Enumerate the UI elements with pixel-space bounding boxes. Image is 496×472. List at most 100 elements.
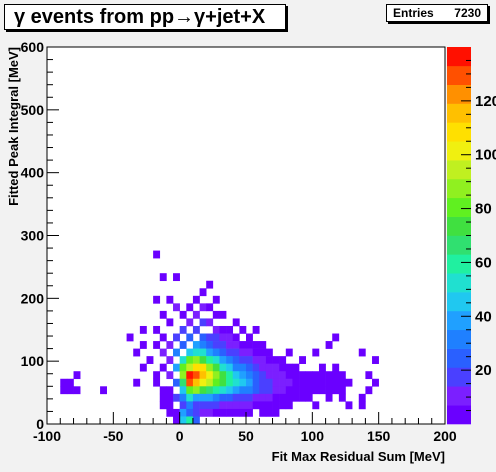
- heatmap-bin: [272, 371, 280, 380]
- heatmap-bin: [206, 401, 214, 410]
- heatmap-bin: [312, 348, 320, 357]
- heatmap-bin: [173, 333, 180, 342]
- heatmap-bin: [259, 348, 267, 357]
- heatmap-bin: [179, 378, 187, 387]
- heatmap-bin: [318, 363, 326, 372]
- heatmap-bin: [239, 408, 247, 417]
- y-tick-label: 300: [21, 228, 45, 244]
- heatmap-bin: [199, 356, 207, 364]
- heatmap-bin: [186, 408, 194, 417]
- heatmap-bin: [285, 371, 293, 380]
- heatmap-bin: [372, 356, 379, 364]
- heatmap-bin: [186, 363, 194, 372]
- heatmap-bin: [279, 393, 287, 402]
- heatmap-bin: [212, 325, 220, 334]
- x-tick-label: 100: [301, 428, 325, 444]
- heatmap-bin: [179, 401, 187, 410]
- palette-swatch: [447, 310, 471, 331]
- heatmap-bin: [232, 363, 240, 372]
- heatmap-bin: [199, 378, 207, 387]
- chart-title: γ events from pp→γ+jet+X: [4, 4, 286, 30]
- heatmap-bin: [139, 341, 147, 349]
- heatmap-bin: [133, 348, 141, 357]
- heatmap-bin: [173, 273, 180, 282]
- heatmap-bin: [272, 356, 280, 364]
- heatmap-bin: [179, 325, 187, 334]
- heatmap-bin: [318, 371, 326, 380]
- heatmap-bin: [246, 371, 253, 380]
- heatmap-bin: [312, 386, 320, 395]
- heatmap-bin: [153, 378, 161, 387]
- heatmap-bin: [285, 363, 293, 372]
- heatmap-bin: [239, 386, 247, 395]
- palette-swatch: [447, 329, 471, 349]
- heatmap-bin: [325, 386, 333, 395]
- heatmap-bin: [226, 408, 234, 417]
- heatmap-bin: [265, 378, 273, 387]
- heatmap-bin: [166, 318, 174, 327]
- chart-title-text: γ events from pp→γ+jet+X: [14, 5, 266, 28]
- heatmap-bin: [186, 416, 194, 425]
- palette-swatch: [447, 386, 471, 406]
- heatmap-bin: [73, 371, 81, 380]
- heatmap-bin: [226, 356, 234, 364]
- heatmap-bin: [232, 386, 240, 395]
- heatmap-bin: [173, 303, 180, 312]
- y-tick-label: 100: [21, 353, 45, 369]
- heatmap-bin: [219, 356, 227, 364]
- heatmap-bin: [272, 386, 280, 395]
- heatmap-bin: [199, 341, 207, 349]
- heatmap-bin: [159, 348, 167, 357]
- heatmap-bin: [192, 408, 200, 417]
- heatmap-bin: [173, 378, 180, 387]
- palette-swatch: [447, 292, 471, 312]
- heatmap-bin: [186, 401, 194, 410]
- heatmap-bin: [212, 310, 220, 319]
- heatmap-bin: [358, 393, 366, 402]
- heatmap-bin: [192, 325, 200, 334]
- heatmap-bin: [192, 371, 200, 380]
- heatmap-bin: [212, 393, 220, 402]
- heatmap-bin: [252, 356, 260, 364]
- heatmap-bin: [153, 341, 161, 349]
- heatmap-bin: [166, 295, 174, 304]
- heatmap-bin: [299, 371, 306, 380]
- heatmap-bin: [246, 393, 253, 402]
- heatmap-bin: [126, 333, 134, 342]
- heatmap-bin: [265, 401, 273, 410]
- heatmap-bin: [252, 348, 260, 357]
- heatmap-bin: [206, 356, 214, 364]
- heatmap-bin: [232, 348, 240, 357]
- heatmap-bin: [192, 356, 200, 364]
- heatmap-bin: [192, 378, 200, 387]
- x-tick-label: 0: [176, 428, 184, 444]
- heatmap-bin: [166, 408, 174, 417]
- heatmap-bin: [259, 386, 267, 395]
- heatmap-bin: [199, 408, 207, 417]
- heatmap-bin: [212, 401, 220, 410]
- heatmap-bin: [358, 401, 366, 410]
- heatmap-bin: [299, 386, 306, 395]
- heatmap-bin: [232, 378, 240, 387]
- heatmap-bin: [212, 348, 220, 357]
- y-axis-label: Fitted Peak Integral [MeV]: [6, 47, 21, 206]
- heatmap-bin: [325, 378, 333, 387]
- heatmap-bin: [365, 386, 373, 395]
- heatmap-bin: [318, 378, 326, 387]
- heatmap-bin: [239, 348, 247, 357]
- heatmap-bin: [305, 386, 313, 395]
- heatmap-bin: [279, 386, 287, 395]
- heatmap-bin: [299, 393, 306, 402]
- heatmap-bin: [246, 378, 253, 387]
- heatmap-bin: [292, 371, 300, 380]
- heatmap-bin: [312, 378, 320, 387]
- heatmap-bin: [179, 408, 187, 417]
- heatmap-bin: [226, 371, 234, 380]
- heatmap-bin: [179, 341, 187, 349]
- heatmap-bin: [252, 363, 260, 372]
- heatmap-bin: [239, 363, 247, 372]
- heatmap-bin: [186, 378, 194, 387]
- heatmap-bin: [332, 386, 340, 395]
- heatmap-bin: [192, 416, 200, 425]
- stats-box: Entries 7230: [386, 4, 488, 22]
